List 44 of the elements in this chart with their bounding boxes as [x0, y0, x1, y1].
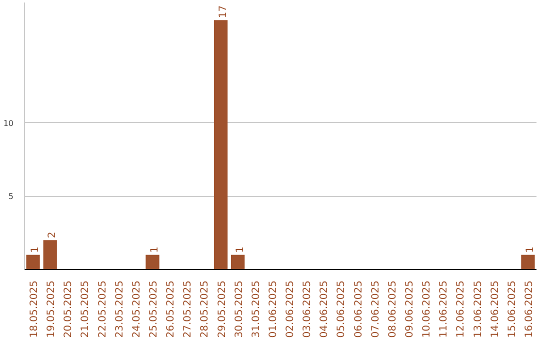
x-tick-label: 22.05.2025: [97, 280, 108, 338]
data-label: 2: [47, 232, 58, 238]
x-tick-label: 28.05.2025: [200, 280, 211, 338]
x-tick-label: 21.05.2025: [80, 280, 92, 338]
x-tick-label: 12.06.2025: [456, 280, 467, 338]
data-label: 1: [524, 246, 536, 253]
x-tick-label: 07.06.2025: [370, 280, 382, 338]
y-tick-label: 5: [8, 192, 14, 202]
bar: [214, 20, 228, 270]
x-tick-label: 18.05.2025: [29, 280, 40, 338]
x-tick-label: 04.06.2025: [319, 280, 330, 338]
data-label: 1: [30, 246, 42, 253]
data-label: 17: [218, 5, 229, 18]
bar: [146, 254, 160, 270]
x-tick-label: 06.06.2025: [353, 280, 364, 338]
x-tick-label: 14.06.2025: [490, 280, 501, 338]
bar: [231, 254, 245, 270]
y-tick-label: 10: [3, 118, 14, 128]
x-tick-label: 31.05.2025: [250, 280, 262, 338]
x-tick-label: 08.06.2025: [387, 280, 398, 338]
x-tick-label: 16.06.2025: [524, 280, 535, 338]
x-tick-label: 09.06.2025: [404, 280, 416, 338]
x-tick-label: 26.05.2025: [166, 280, 177, 338]
data-label: 1: [234, 246, 246, 253]
x-tick-label: 13.06.2025: [472, 280, 484, 338]
x-tick-label: 30.05.2025: [234, 280, 245, 338]
x-tick-label: 23.05.2025: [114, 280, 126, 338]
x-tick-label: 25.05.2025: [148, 280, 160, 338]
x-tick-label: 10.06.2025: [422, 280, 433, 338]
x-tick-label: 02.06.2025: [285, 280, 296, 338]
x-tick-label: 03.06.2025: [302, 280, 314, 338]
bar: [521, 254, 535, 270]
x-tick-label: 29.05.2025: [216, 280, 228, 338]
x-tick-label: 15.06.2025: [506, 280, 518, 338]
x-tick-label: 19.05.2025: [46, 280, 58, 338]
x-tick-label: 01.06.2025: [268, 280, 279, 338]
bar: [26, 254, 40, 270]
x-tick-label: 24.05.2025: [131, 280, 142, 338]
data-label: 1: [150, 246, 160, 253]
x-tick-label: 11.06.2025: [438, 280, 450, 338]
x-tick-label: 20.05.2025: [63, 280, 74, 338]
bar: [43, 240, 57, 270]
x-tick-label: 27.05.2025: [182, 280, 194, 338]
x-tick-label: 05.06.2025: [336, 280, 348, 338]
